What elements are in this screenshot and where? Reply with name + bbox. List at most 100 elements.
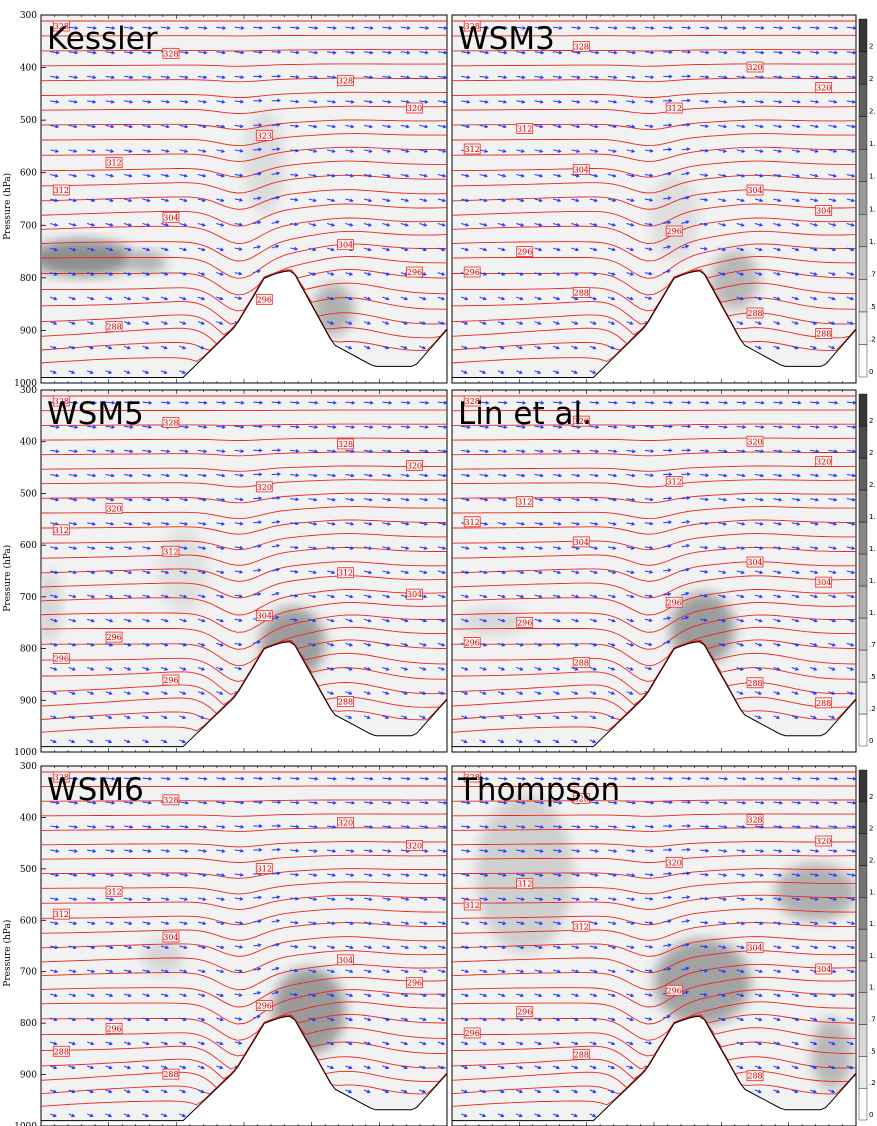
wind-arrow	[86, 321, 94, 325]
theta-contour-label: 312	[463, 899, 481, 911]
wind-arrow	[534, 449, 544, 453]
wind-arrow	[400, 1065, 408, 1069]
theta-label-text: 328	[163, 49, 178, 58]
wind-arrowhead	[331, 522, 336, 526]
wind-arrowhead	[501, 642, 506, 647]
wind-arrowhead	[557, 149, 562, 153]
wind-arrow	[516, 801, 525, 804]
wind-arrowhead	[613, 26, 618, 30]
wind-arrow	[718, 777, 728, 780]
wind-arrowhead	[406, 825, 411, 829]
wind-arrowhead	[831, 272, 836, 276]
wind-arrowhead	[332, 825, 337, 829]
wind-arrowhead	[649, 198, 654, 202]
wind-arrowhead	[831, 667, 836, 671]
wind-arrow	[363, 124, 373, 128]
wind-arrow	[216, 272, 224, 276]
wind-arrowhead	[330, 1041, 335, 1046]
wind-arrowhead	[423, 594, 428, 599]
wind-arrowhead	[165, 873, 170, 877]
wind-arrowhead	[595, 825, 600, 829]
wind-arrowhead	[611, 296, 616, 301]
theta-contour-label: 328	[746, 814, 764, 826]
wind-arrowhead	[613, 425, 618, 429]
wind-arrowhead	[519, 272, 524, 276]
wind-arrow	[552, 272, 560, 276]
wind-arrowhead	[295, 148, 300, 153]
wind-arrowhead	[405, 570, 410, 575]
wind-arrowhead	[777, 173, 782, 178]
wind-arrowhead	[611, 642, 616, 647]
wind-arrowhead	[424, 873, 429, 877]
wind-arrow	[179, 825, 188, 828]
wind-arrow	[400, 173, 409, 177]
wind-arrowhead	[369, 425, 374, 429]
wind-arrow	[736, 546, 745, 550]
wind-arrow	[736, 691, 743, 695]
wind-arrow	[497, 321, 505, 325]
wind-arrowhead	[91, 546, 96, 550]
wind-arrowhead	[759, 546, 764, 550]
wind-arrow	[718, 1017, 726, 1021]
wind-arrow	[699, 223, 708, 226]
wind-arrowhead	[519, 345, 524, 350]
theta-contour-label: 328	[463, 20, 481, 32]
theta-label-text: 304	[574, 538, 589, 547]
wind-arrow	[326, 825, 336, 828]
wind-arrow	[754, 401, 764, 404]
wind-arrow	[534, 897, 543, 901]
wind-arrowhead	[405, 173, 410, 178]
cloud-region	[775, 863, 856, 921]
wind-arrowhead	[200, 321, 205, 325]
wind-arrowhead	[406, 26, 411, 30]
wind-arrow	[791, 1017, 799, 1021]
wind-arrow	[718, 945, 726, 949]
wind-arrow	[87, 897, 95, 901]
wind-arrow	[644, 570, 653, 573]
wind-arrow	[516, 777, 526, 780]
wind-arrow	[142, 247, 150, 251]
wind-arrowhead	[519, 1041, 524, 1046]
wind-arrowhead	[239, 921, 244, 925]
wind-arrowhead	[221, 873, 226, 877]
theta-contour-label: 312	[516, 123, 534, 134]
wind-arrowhead	[240, 99, 245, 104]
wind-arrowhead	[556, 272, 561, 276]
wind-arrowhead	[777, 594, 782, 599]
wind-arrowhead	[367, 642, 372, 647]
wind-arrow	[123, 897, 132, 901]
wind-arrowhead	[128, 546, 133, 550]
wind-arrowhead	[631, 473, 636, 478]
wind-arrowhead	[740, 223, 745, 227]
wind-arrowhead	[369, 473, 374, 478]
wind-arrowhead	[73, 522, 78, 526]
wind-arrow	[253, 245, 261, 249]
wind-arrowhead	[111, 400, 116, 405]
wind-arrow	[809, 945, 818, 949]
wind-arrow	[50, 247, 58, 251]
wind-arrowhead	[520, 897, 526, 901]
wind-arrow	[142, 149, 151, 153]
wind-arrow	[718, 124, 727, 128]
wind-arrow	[197, 449, 207, 453]
wind-arrowhead	[465, 223, 470, 227]
wind-arrowhead	[669, 776, 674, 781]
wind-arrowhead	[92, 497, 97, 502]
wind-arrowhead	[368, 873, 373, 877]
wind-arrow	[809, 198, 818, 202]
wind-arrowhead	[53, 296, 58, 301]
wind-arrowhead	[182, 296, 187, 301]
wind-arrow	[142, 223, 150, 226]
wind-arrow	[571, 473, 580, 477]
wind-arrow	[516, 873, 525, 877]
theta-label-text: 288	[747, 679, 762, 688]
wind-arrowhead	[332, 776, 337, 781]
wind-arrowhead	[442, 522, 447, 526]
wind-arrowhead	[53, 667, 58, 671]
theta-contour-label: 312	[572, 920, 590, 932]
wind-arrow	[809, 1017, 817, 1021]
wind-arrowhead	[202, 921, 207, 926]
wind-arrow	[234, 425, 244, 428]
wind-arrowhead	[795, 993, 800, 998]
wind-arrowhead	[93, 776, 98, 781]
